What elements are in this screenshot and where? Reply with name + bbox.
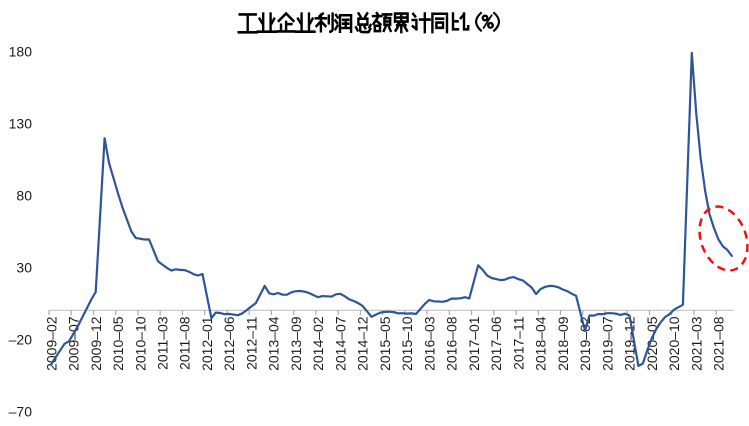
svg-text:2019–12: 2019–12 bbox=[622, 316, 638, 371]
svg-text:2016–03: 2016–03 bbox=[421, 316, 437, 371]
svg-text:2018–04: 2018–04 bbox=[533, 316, 549, 371]
svg-text:–20: –20 bbox=[9, 332, 33, 348]
svg-text:2016–08: 2016–08 bbox=[444, 316, 460, 371]
svg-text:180: 180 bbox=[9, 43, 33, 59]
svg-text:2021–08: 2021–08 bbox=[711, 316, 727, 371]
svg-text:2012–01: 2012–01 bbox=[199, 316, 215, 371]
svg-text:2020–05: 2020–05 bbox=[644, 316, 660, 371]
svg-text:2011–08: 2011–08 bbox=[177, 316, 193, 370]
svg-text:2017–06: 2017–06 bbox=[488, 316, 504, 371]
svg-text:2015–10: 2015–10 bbox=[399, 316, 415, 371]
svg-text:80: 80 bbox=[16, 187, 32, 203]
svg-text:2019–02: 2019–02 bbox=[577, 316, 593, 371]
svg-text:2013–09: 2013–09 bbox=[288, 316, 304, 371]
svg-text:2009–12: 2009–12 bbox=[88, 316, 104, 371]
svg-text:2015–05: 2015–05 bbox=[377, 316, 393, 371]
svg-text:2017–11: 2017–11 bbox=[510, 316, 526, 370]
svg-text:130: 130 bbox=[9, 115, 33, 131]
svg-text:2018–09: 2018–09 bbox=[555, 316, 571, 371]
svg-text:–70: –70 bbox=[9, 403, 33, 419]
svg-text:2021–03: 2021–03 bbox=[688, 316, 704, 371]
svg-text:2014–02: 2014–02 bbox=[310, 316, 326, 371]
svg-text:2013–04: 2013–04 bbox=[266, 316, 282, 371]
svg-text:2014–12: 2014–12 bbox=[355, 316, 371, 371]
svg-text:2010–10: 2010–10 bbox=[132, 316, 148, 371]
svg-text:2014–07: 2014–07 bbox=[332, 316, 348, 371]
svg-text:2009–07: 2009–07 bbox=[66, 316, 82, 371]
svg-text:2020–10: 2020–10 bbox=[666, 316, 682, 371]
svg-text:2017–01: 2017–01 bbox=[466, 316, 482, 371]
svg-text:2011–03: 2011–03 bbox=[155, 316, 171, 370]
svg-text:30: 30 bbox=[16, 260, 32, 276]
svg-text:2010–05: 2010–05 bbox=[110, 316, 126, 371]
svg-text:2019–07: 2019–07 bbox=[599, 316, 615, 371]
svg-text:2012–11: 2012–11 bbox=[244, 316, 260, 370]
svg-text:2012–06: 2012–06 bbox=[221, 316, 237, 371]
